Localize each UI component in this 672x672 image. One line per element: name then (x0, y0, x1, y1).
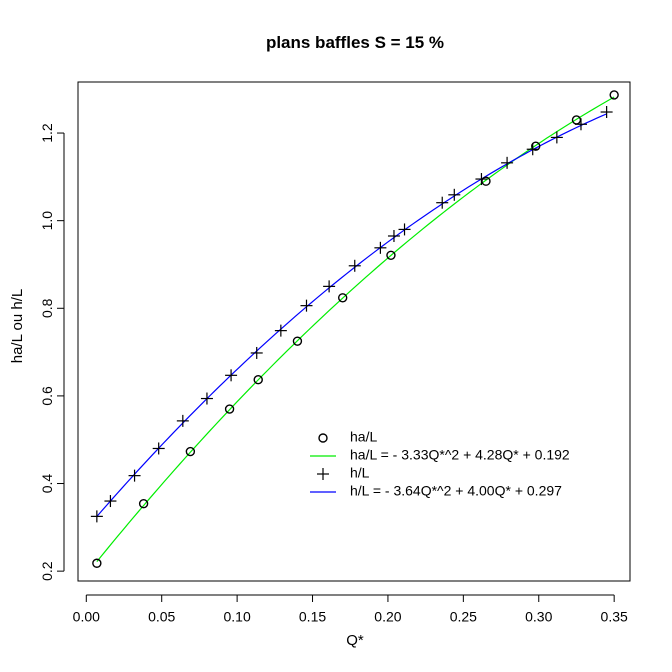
data-point-plus (90, 510, 103, 523)
data-point-plus (348, 259, 361, 272)
data-point-plus (250, 346, 263, 359)
fit-line-1 (96, 96, 615, 562)
chart-title: plans baffles S = 15 % (266, 33, 444, 52)
y-tick-label: 1.2 (39, 123, 55, 143)
data-point-circle (531, 141, 541, 151)
data-point-plus (398, 223, 411, 236)
data-point-plus (526, 143, 539, 156)
y-axis: 0.2 0.4 0.6 0.8 1.0 1.2 (39, 123, 65, 581)
legend-label: h/L (350, 465, 370, 481)
data-point-circle (253, 374, 263, 385)
data-point-plus (387, 229, 400, 242)
data-point-circle (386, 250, 396, 260)
x-tick-label: 0.35 (601, 608, 628, 624)
x-tick-label: 0.10 (223, 608, 250, 624)
y-axis-label: ha/L ou h/L (9, 289, 26, 364)
data-point-circle (337, 293, 348, 303)
data-point-plus (374, 241, 387, 254)
data-point-plus (323, 280, 336, 293)
data-point-plus (152, 442, 165, 455)
data-point-circle (609, 90, 619, 100)
plot-frame (77, 81, 631, 582)
data-point-plus (176, 414, 189, 427)
x-tick-label: 0.05 (148, 608, 175, 624)
legend: ha/L ha/L = - 3.33Q*^2 + 4.28Q* + 0.192 h/… (306, 423, 606, 521)
plot-series (90, 90, 619, 568)
x-axis-label: Q* (346, 632, 364, 649)
x-tick-label: 0.25 (450, 608, 477, 624)
x-tick-label: 0.30 (525, 608, 552, 624)
data-point-plus (574, 118, 587, 131)
data-point-plus (448, 188, 461, 201)
fit-line-3 (96, 113, 607, 517)
legend-plus-symbol (317, 468, 329, 480)
data-point-plus (600, 106, 613, 119)
y-tick-label: 0.2 (39, 561, 55, 581)
data-point-circle (292, 336, 303, 346)
data-point-circle (185, 446, 196, 457)
data-point-plus (128, 469, 141, 482)
legend-label: h/L = - 3.64Q*^2 + 4.00Q* + 0.297 (350, 483, 562, 499)
x-tick-label: 0.15 (299, 608, 326, 624)
data-point-plus (436, 196, 449, 209)
y-tick-label: 1.0 (39, 211, 55, 231)
y-tick-label: 0.4 (39, 474, 55, 494)
x-tick-label: 0.20 (374, 608, 401, 624)
legend-label: ha/L (350, 429, 377, 445)
x-tick-label: 0.00 (73, 608, 100, 624)
data-point-circle (138, 498, 149, 509)
data-point-circle (224, 404, 235, 414)
x-axis: 0.00 0.05 0.10 0.15 0.20 0.25 0.30 0.35 (73, 594, 628, 624)
data-point-plus (200, 392, 213, 405)
legend-circle-symbol (318, 433, 328, 443)
data-point-plus (225, 369, 238, 382)
data-point-plus (501, 156, 514, 169)
data-point-plus (104, 495, 117, 508)
legend-label: ha/L = - 3.33Q*^2 + 4.28Q* + 0.192 (350, 447, 570, 463)
data-point-plus (475, 173, 488, 186)
data-point-circle (92, 558, 102, 568)
legend-box (306, 423, 606, 521)
data-point-plus (550, 131, 563, 144)
data-point-plus (274, 324, 287, 337)
data-point-plus (300, 299, 313, 312)
y-tick-label: 0.8 (39, 298, 55, 318)
y-tick-label: 0.6 (39, 386, 55, 406)
